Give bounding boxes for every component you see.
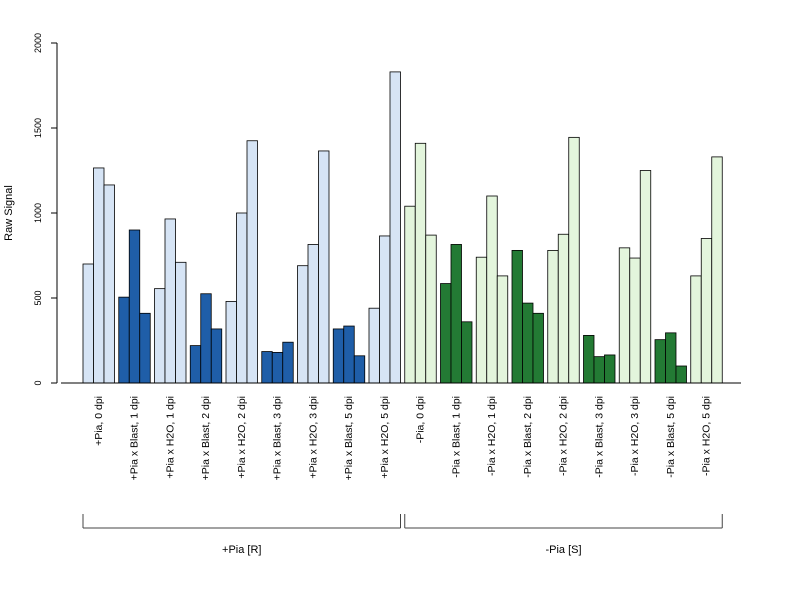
bar — [414, 142, 427, 384]
bar — [297, 265, 309, 384]
bar — [368, 307, 380, 384]
bar — [118, 296, 130, 384]
bar — [675, 365, 687, 384]
y-tick-label: 2000 — [33, 33, 43, 53]
bar — [440, 283, 452, 384]
bar — [425, 234, 437, 384]
bar — [246, 140, 258, 384]
group-brackets: +Pia [R] -Pia [S] — [82, 514, 723, 556]
bar — [103, 184, 115, 384]
bar — [604, 354, 616, 384]
x-tick-label: -Pia x H2O, 2 dpi — [558, 396, 570, 476]
bar — [629, 257, 641, 384]
x-tick-label: -Pia x Blast, 2 dpi — [522, 396, 534, 478]
bar — [164, 218, 176, 384]
x-tick-label: -Pia x H2O, 5 dpi — [701, 396, 713, 476]
bar — [318, 150, 330, 384]
x-tick-label: -Pia x Blast, 3 dpi — [593, 396, 605, 478]
bar — [522, 302, 534, 384]
bar — [128, 229, 141, 384]
x-tick-label: +Pia x H2O, 5 dpi — [379, 396, 391, 479]
y-axis-label: Raw Signal — [3, 185, 15, 241]
x-tick-label: -Pia, 0 dpi — [415, 396, 427, 443]
bar — [189, 345, 202, 384]
bar — [154, 288, 166, 384]
y-tick-label: 1500 — [33, 118, 43, 138]
bar — [175, 261, 187, 384]
bar — [343, 325, 355, 384]
bar — [379, 235, 391, 384]
bar — [475, 256, 488, 384]
y-tick-label: 1000 — [33, 203, 43, 223]
bar — [282, 341, 294, 384]
x-tick-label: -Pia x H2O, 3 dpi — [629, 396, 641, 476]
x-tick-label: +Pia x Blast, 5 dpi — [343, 396, 355, 480]
bar — [389, 71, 401, 384]
bar — [496, 275, 509, 384]
bar — [665, 332, 677, 384]
bar — [461, 321, 473, 384]
bar — [450, 244, 462, 384]
x-tick-label: +Pia x H2O, 3 dpi — [307, 396, 319, 479]
bar — [486, 195, 498, 384]
x-tick-label: +Pia x H2O, 2 dpi — [236, 396, 248, 479]
bar — [210, 328, 223, 384]
x-tick-label: -Pia x H2O, 1 dpi — [486, 396, 498, 476]
bar — [690, 275, 702, 384]
bar — [353, 355, 366, 384]
x-tick-label: +Pia, 0 dpi — [93, 396, 105, 446]
bar — [557, 233, 570, 384]
bar — [618, 247, 631, 384]
bar — [654, 339, 666, 384]
bar — [236, 212, 248, 384]
bar — [307, 244, 319, 384]
bar — [404, 205, 416, 384]
x-tick-label: +Pia x H2O, 1 dpi — [164, 396, 176, 479]
x-tick-label: -Pia x Blast, 5 dpi — [665, 396, 677, 478]
bar — [261, 351, 273, 384]
group-label: -Pia [S] — [545, 544, 581, 556]
bar — [332, 328, 345, 384]
bar — [200, 293, 212, 384]
x-tick-label: +Pia x Blast, 2 dpi — [200, 396, 212, 480]
bar — [583, 334, 595, 384]
x-tick-labels: +Pia, 0 dpi +Pia x Blast, 1 dpi +Pia x H2O… — [93, 396, 713, 480]
bar — [700, 238, 713, 384]
x-tick-label: +Pia x Blast, 3 dpi — [272, 396, 284, 480]
bar — [532, 312, 544, 384]
bar — [511, 249, 523, 384]
bar — [568, 136, 580, 384]
bars — [82, 71, 723, 384]
bar — [139, 312, 151, 384]
y-tick-label: 500 — [33, 290, 43, 305]
bar — [225, 300, 237, 384]
bar — [93, 167, 105, 384]
x-tick-label: +Pia x Blast, 1 dpi — [129, 396, 141, 480]
bar — [271, 351, 284, 384]
bar — [593, 356, 605, 384]
y-axis: 0 500 1000 1500 2000 — [33, 33, 58, 386]
y-tick-label: 0 — [33, 380, 43, 385]
bar — [82, 263, 94, 384]
bar — [711, 156, 723, 384]
bar — [639, 170, 652, 384]
group-label: +Pia [R] — [222, 544, 261, 556]
bar — [547, 249, 559, 384]
x-tick-label: -Pia x Blast, 1 dpi — [450, 396, 462, 478]
